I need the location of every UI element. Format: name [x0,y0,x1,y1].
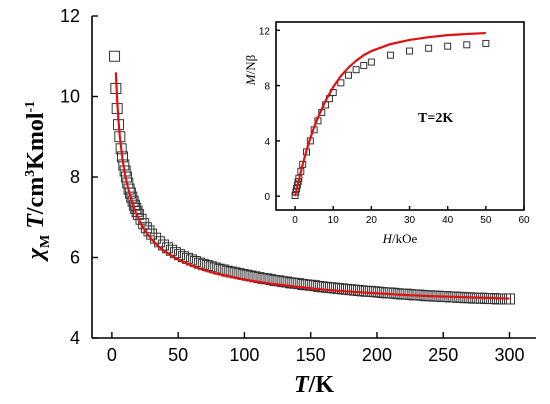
main-data-point [109,50,121,62]
main-x-axis-var: T [294,372,310,398]
inset-annotation: T=2K [418,111,453,126]
inset-y-tick-label: 8 [264,82,270,93]
main-x-tick-label: 0 [107,345,117,365]
main-y-axis-title: χM T/cm3Kmol-1 [23,101,53,262]
main-y-axis-chi: χ [23,247,49,262]
inset-x-tick-label: 30 [404,215,416,226]
inset-data-point [360,62,368,70]
inset-data-point [463,41,471,49]
main-x-tick-label: 50 [168,345,188,365]
inset-x-tick-label: 60 [518,215,530,226]
inset-y-axis-unit: /Nβ [243,54,258,74]
main-x-tick-label: 250 [428,345,458,365]
inset-x-tick-label: 40 [442,215,454,226]
inset-x-axis-var: H [382,231,393,246]
main-y-tick-label: 6 [70,248,80,268]
inset-y-tick-label: 0 [264,192,270,203]
inset-plot: 0 10 20 30 40 50 60 0 4 8 12 H/kOe M/Nβ T=2K [243,21,530,246]
main-data-point [360,285,372,297]
main-y-axis-sup2: -1 [23,101,38,113]
inset-data-point [386,51,394,59]
inset-y-axis-title: M/Nβ [243,54,258,86]
main-data-point [356,285,368,297]
inset-data-point [337,79,345,87]
main-y-axis-unit-pre: /cm [23,177,49,215]
inset-x-tick-label: 50 [480,215,492,226]
inset-data-point [444,42,452,50]
inset-x-tick-label: 10 [328,215,340,226]
main-y-tick-label: 12 [60,6,80,26]
main-y-tick-label: 4 [70,328,80,348]
inset-y-tick-label: 4 [264,137,270,148]
main-data-point [352,285,364,297]
main-x-axis-unit: /K [308,372,335,398]
inset-data-point [344,71,352,79]
inset-y-tick-label: 12 [259,26,271,37]
inset-data-point [482,39,490,47]
main-fit-line [114,72,510,300]
inset-data-point [406,47,414,55]
main-data-point [150,232,162,244]
main-x-tick-label: 150 [296,345,326,365]
inset-data-point [425,44,433,52]
main-data-point [348,284,360,296]
inset-x-axis-unit: /kOe [392,231,418,246]
main-y-axis-sup: 3 [23,170,38,177]
inset-x-tick-label: 0 [292,215,298,226]
main-x-tick-label: 300 [494,345,524,365]
main-y-axis-var: T [23,213,49,235]
main-y-tick-label: 10 [60,87,80,107]
main-data-point [273,275,285,287]
inset-fit-line [294,31,486,197]
main-data-point [368,286,380,298]
main-data-point [281,276,293,288]
main-data-point [340,283,352,295]
inset-data-point [352,66,360,74]
main-data-point [344,284,356,296]
inset-x-tick-label: 20 [366,215,378,226]
main-data-point [309,280,321,292]
main-x-tick-label: 100 [229,345,259,365]
main-data-point [293,278,305,290]
main-x-axis-title: T/K [294,372,334,398]
main-y-axis-sub: M [38,235,53,248]
inset-y-axis-var: M [243,73,258,86]
main-y-tick-label: 8 [70,167,80,187]
main-x-tick-label: 200 [362,345,392,365]
main-data-point [364,285,376,297]
inset-background [276,22,524,210]
inset-frame [275,21,525,211]
main-y-axis-unit-post: Kmol [23,112,49,170]
inset-data-point [367,58,375,66]
inset-x-axis-title: H/kOe [382,231,418,246]
